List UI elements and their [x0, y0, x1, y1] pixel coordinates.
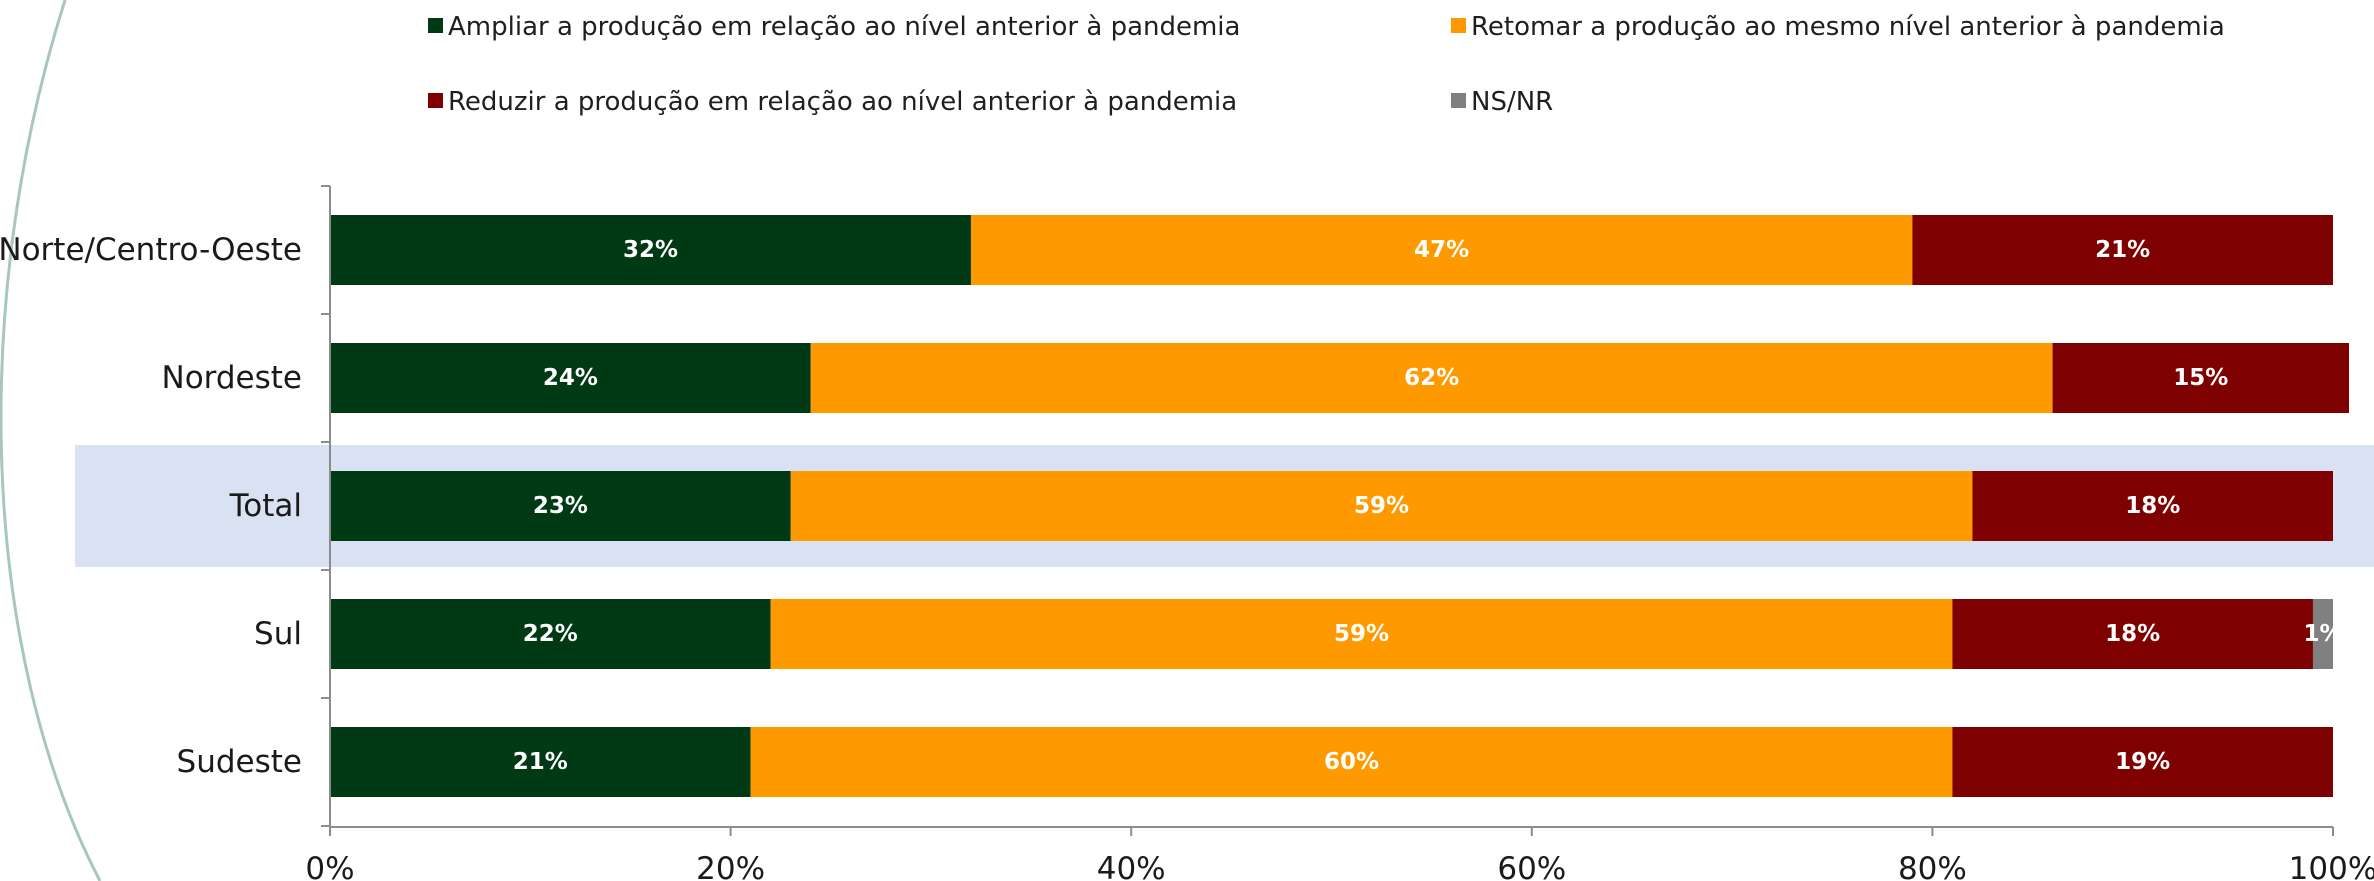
data-label-sul-retomar-a-producao-ao-mesmo-nivel-anterior-a-pandemia: 59% [1334, 621, 1389, 647]
data-label-norte-centro-oeste-reduzir-a-producao-em-relacao-ao-nivel-anterior-a-pandemia: 21% [2095, 237, 2150, 263]
bar-total-reduzir-a-producao-em-relacao-ao-nivel-anterior-a-pandemia [1972, 471, 2333, 541]
legend-swatch-reduzir-a-producao-em-relacao-ao-nivel-anterior-a-pandemia [428, 93, 443, 108]
data-label-total-reduzir-a-producao-em-relacao-ao-nivel-anterior-a-pandemia: 18% [2125, 493, 2180, 519]
x-tick-label-80: 80% [1898, 851, 1967, 881]
bar-norte-centro-oeste-retomar-a-producao-ao-mesmo-nivel-anterior-a-pandemia [970, 215, 1913, 285]
bar-sudeste-retomar-a-producao-ao-mesmo-nivel-anterior-a-pandemia [750, 727, 1953, 797]
bar-sul-ns-nr [2312, 599, 2333, 669]
data-label-sudeste-retomar-a-producao-ao-mesmo-nivel-anterior-a-pandemia: 60% [1324, 749, 1379, 775]
data-label-nordeste-reduzir-a-producao-em-relacao-ao-nivel-anterior-a-pandemia: 15% [2173, 365, 2228, 391]
data-label-sudeste-reduzir-a-producao-em-relacao-ao-nivel-anterior-a-pandemia: 19% [2115, 749, 2170, 775]
legend-swatch-ns-nr [1451, 93, 1466, 108]
bar-total-ampliar-a-producao-em-relacao-ao-nivel-anterior-a-pandemia [330, 471, 791, 541]
legend-label-ampliar-a-producao-em-relacao-ao-nivel-anterior-a-pandemia: Ampliar a produção em relação ao nível a… [448, 12, 1240, 42]
legend-label-reduzir-a-producao-em-relacao-ao-nivel-anterior-a-pandemia: Reduzir a produção em relação ao nível a… [448, 87, 1237, 117]
bars: 32% 47% 21% 24% 62% 15% 23% 59% 18% 22% 59% 18% 1% 21… [330, 215, 2350, 797]
data-label-total-retomar-a-producao-ao-mesmo-nivel-anterior-a-pandemia: 59% [1354, 493, 1409, 519]
bar-sudeste-ampliar-a-producao-em-relacao-ao-nivel-anterior-a-pandemia [330, 727, 751, 797]
data-label-sul-ns-nr: 1% [2303, 621, 2342, 647]
bar-nordeste-retomar-a-producao-ao-mesmo-nivel-anterior-a-pandemia [810, 343, 2053, 413]
x-tick-label-100: 100% [2289, 851, 2374, 881]
legend: Ampliar a produção em relação ao nível a… [428, 12, 2225, 117]
bar-nordeste-ampliar-a-producao-em-relacao-ao-nivel-anterior-a-pandemia [330, 343, 811, 413]
data-label-sul-reduzir-a-producao-em-relacao-ao-nivel-anterior-a-pandemia: 18% [2105, 621, 2160, 647]
legend-swatch-ampliar-a-producao-em-relacao-ao-nivel-anterior-a-pandemia [428, 18, 443, 33]
bar-sudeste-reduzir-a-producao-em-relacao-ao-nivel-anterior-a-pandemia [1952, 727, 2333, 797]
data-label-nordeste-retomar-a-producao-ao-mesmo-nivel-anterior-a-pandemia: 62% [1404, 365, 1459, 391]
x-tick-label-40: 40% [1097, 851, 1166, 881]
decorative-arc [0, 0, 102, 881]
data-label-norte-centro-oeste-ampliar-a-producao-em-relacao-ao-nivel-anterior-a-pandemia: 32% [623, 237, 678, 263]
axes: Norte/Centro-Oeste Nordeste Total Sul Sudest… [0, 185, 2374, 881]
legend-label-retomar-a-producao-ao-mesmo-nivel-anterior-a-pandemia: Retomar a produção ao mesmo nível anteri… [1471, 12, 2225, 42]
x-tick-label-20: 20% [696, 851, 765, 881]
category-label-sudeste: Sudeste [177, 744, 302, 780]
legend-label-ns-nr: NS/NR [1471, 87, 1553, 117]
bar-total-retomar-a-producao-ao-mesmo-nivel-anterior-a-pandemia [790, 471, 1973, 541]
bar-norte-centro-oeste-reduzir-a-producao-em-relacao-ao-nivel-anterior-a-pandemia [1912, 215, 2333, 285]
data-label-norte-centro-oeste-retomar-a-producao-ao-mesmo-nivel-anterior-a-pandemia: 47% [1414, 237, 1469, 263]
x-tick-label-0: 0% [305, 851, 354, 881]
bar-sul-retomar-a-producao-ao-mesmo-nivel-anterior-a-pandemia [770, 599, 1953, 669]
bar-sul-ampliar-a-producao-em-relacao-ao-nivel-anterior-a-pandemia [330, 599, 771, 669]
legend-swatch-retomar-a-producao-ao-mesmo-nivel-anterior-a-pandemia [1451, 18, 1466, 33]
bar-nordeste-reduzir-a-producao-em-relacao-ao-nivel-anterior-a-pandemia [2052, 343, 2350, 413]
data-label-sudeste-ampliar-a-producao-em-relacao-ao-nivel-anterior-a-pandemia: 21% [513, 749, 568, 775]
category-label-norte-centro-oeste: Norte/Centro-Oeste [0, 232, 302, 268]
x-tick-label-60: 60% [1497, 851, 1566, 881]
bar-sul-reduzir-a-producao-em-relacao-ao-nivel-anterior-a-pandemia [1952, 599, 2313, 669]
category-label-sul: Sul [254, 616, 302, 652]
category-label-nordeste: Nordeste [162, 360, 302, 396]
bar-norte-centro-oeste-ampliar-a-producao-em-relacao-ao-nivel-anterior-a-pandemia [330, 215, 971, 285]
data-label-sul-ampliar-a-producao-em-relacao-ao-nivel-anterior-a-pandemia: 22% [523, 621, 578, 647]
data-label-total-ampliar-a-producao-em-relacao-ao-nivel-anterior-a-pandemia: 23% [533, 493, 588, 519]
category-label-total: Total [229, 488, 302, 524]
data-label-nordeste-ampliar-a-producao-em-relacao-ao-nivel-anterior-a-pandemia: 24% [543, 365, 598, 391]
